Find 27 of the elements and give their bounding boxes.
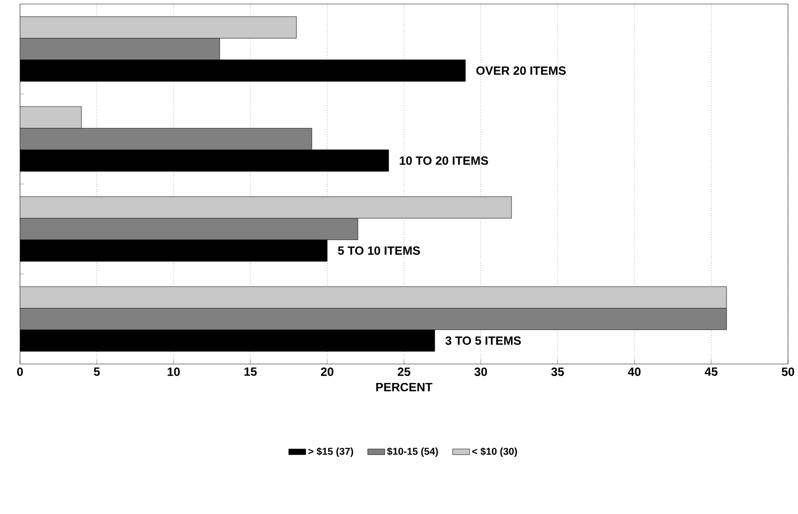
x-tick-label: 35 (551, 368, 564, 376)
x-axis-title: PERCENT (376, 382, 432, 392)
legend-label: < $10 (30) (472, 447, 517, 457)
legend-label: $10-15 (54) (387, 447, 438, 457)
x-tick-label: 40 (628, 368, 641, 376)
x-tick-label: 25 (398, 368, 410, 376)
x-tick-label: 5 (94, 368, 100, 376)
y-tick-label: 3 TO 5 ITEMS (445, 336, 521, 345)
x-tick-label: 50 (782, 368, 794, 376)
bar (20, 16, 297, 38)
legend-label: > $15 (37) (308, 447, 354, 457)
x-tick-label: 45 (704, 368, 718, 376)
bar (20, 128, 312, 150)
bar (20, 38, 220, 60)
bar (20, 286, 727, 308)
bar (20, 196, 512, 218)
y-tick-label: 10 TO 20 ITEMS (400, 156, 488, 165)
bar (20, 308, 727, 330)
x-tick-label: 10 (168, 368, 180, 376)
x-tick-label: 0 (17, 368, 23, 376)
bar (20, 106, 82, 128)
x-tick-label: 20 (320, 368, 334, 376)
x-tick-label: 15 (244, 368, 257, 376)
x-tick-label: 30 (474, 368, 487, 376)
y-tick-label: OVER 20 ITEMS (476, 66, 566, 75)
y-tick-label: 5 TO 10 ITEMS (338, 246, 420, 255)
bar (20, 218, 358, 240)
